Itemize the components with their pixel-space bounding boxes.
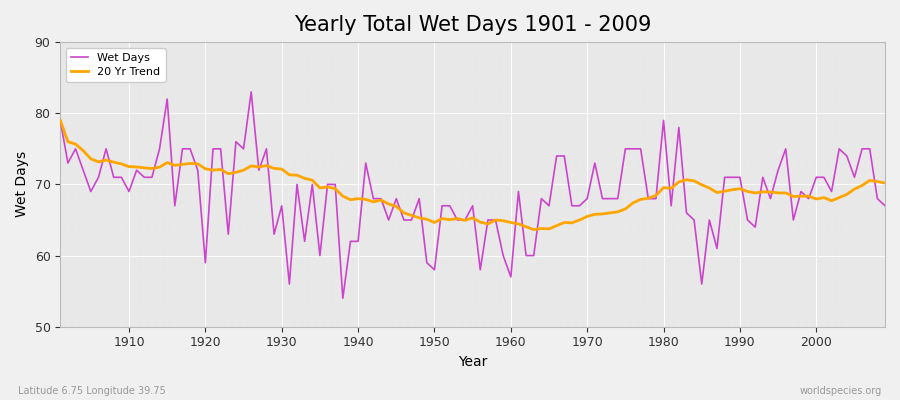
Y-axis label: Wet Days: Wet Days [15,151,29,218]
20 Yr Trend [116,162,127,166]
20 Yr Trend [506,220,517,225]
Text: Latitude 6.75 Longitude 39.75: Latitude 6.75 Longitude 39.75 [18,386,166,396]
Wet Days [338,296,348,301]
Line: 20 Yr Trend: 20 Yr Trend [60,120,885,230]
Wet Days [116,175,127,180]
20 Yr Trend [284,172,295,177]
X-axis label: Year: Year [458,355,487,369]
Wet Days [521,253,532,258]
Wet Days [55,118,66,123]
20 Yr Trend [55,118,66,123]
20 Yr Trend [605,210,616,215]
Wet Days [879,203,890,208]
Title: Yearly Total Wet Days 1901 - 2009: Yearly Total Wet Days 1901 - 2009 [294,15,652,35]
Text: worldspecies.org: worldspecies.org [800,386,882,396]
Wet Days [612,196,623,201]
Legend: Wet Days, 20 Yr Trend: Wet Days, 20 Yr Trend [66,48,166,82]
Wet Days [345,239,356,244]
20 Yr Trend [528,227,539,232]
Wet Days [513,189,524,194]
20 Yr Trend [329,186,340,191]
20 Yr Trend [498,218,508,223]
Wet Days [246,90,256,94]
Wet Days [292,182,302,187]
20 Yr Trend [879,180,890,185]
Line: Wet Days: Wet Days [60,92,885,298]
